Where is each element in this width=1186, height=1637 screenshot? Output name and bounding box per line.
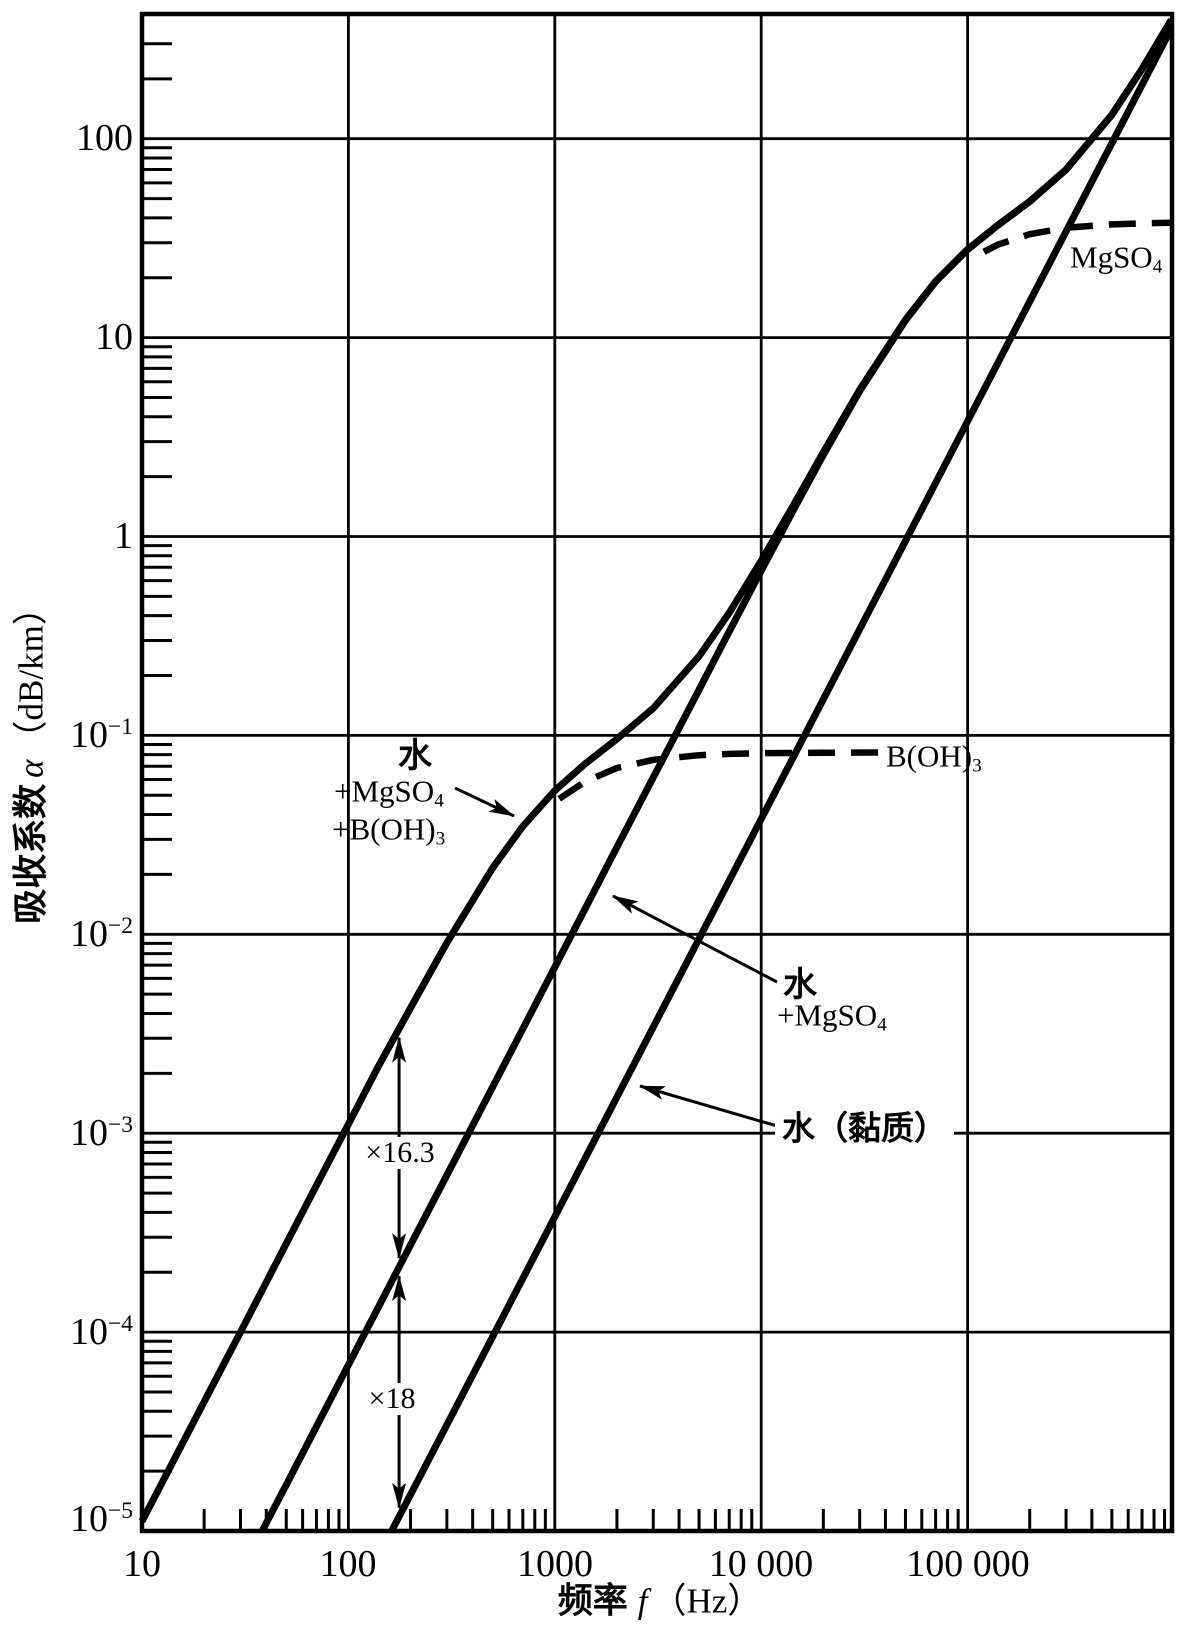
x-tick-label-100: 100 (319, 1543, 377, 1585)
water-viscous-label: 水（黏质） (775, 1112, 954, 1148)
boh3-label: B(OH)3 (886, 738, 982, 777)
x-axis-title: 频率 f （Hz） (557, 1581, 763, 1621)
y-tick-label-1e-3: 10−3 (69, 1112, 133, 1154)
x-tick-label-10000: 10 000 (708, 1543, 814, 1585)
curve-boh3-relaxation (557, 749, 884, 802)
seawater-label-line3: +B(OH)3 (332, 811, 446, 850)
grid-lines (142, 14, 1172, 1531)
y-tick-label-1e-5: 10−5 (69, 1498, 133, 1540)
y-tick-label-1: 1 (114, 515, 133, 557)
y-tick-label-100: 100 (76, 117, 133, 159)
arrow-water-mgso4-pointer (612, 894, 778, 984)
x-tick-label-1000: 1000 (517, 1543, 593, 1585)
x-tick-label-100000: 100 000 (906, 1543, 1030, 1585)
mgso4-label: MgSO4 (1070, 239, 1163, 278)
curve-water-viscous (388, 26, 1175, 1533)
seawater-label-line2: +MgSO4 (334, 773, 444, 812)
y-tick-label-1e-2: 10−2 (69, 913, 133, 955)
plot-frame (139, 11, 1175, 1534)
ratio-annotation-16-3: ×16.3 (358, 1137, 442, 1169)
y-tick-label-1e-1: 10−1 (69, 714, 133, 756)
arrow-seawater-pointer (454, 786, 515, 818)
y-tick-label-10: 10 (95, 316, 133, 358)
curve-mgso4-relaxation (982, 219, 1172, 255)
water-mgso4-label-line1: 水 (783, 967, 817, 1004)
ratio-annotation-18: ×18 (361, 1383, 423, 1415)
y-tick-label-1e-4: 10−4 (69, 1311, 133, 1353)
water-mgso4-label-line2: +MgSO4 (777, 997, 887, 1036)
minor-ticks (142, 42, 1167, 1531)
arrow-water-viscous-pointer (639, 1084, 778, 1128)
x-tick-label-10: 10 (123, 1543, 161, 1585)
y-axis-title: 吸收系数α（dB/km） (11, 590, 51, 924)
seawater-label-line1: 水 (398, 738, 432, 775)
